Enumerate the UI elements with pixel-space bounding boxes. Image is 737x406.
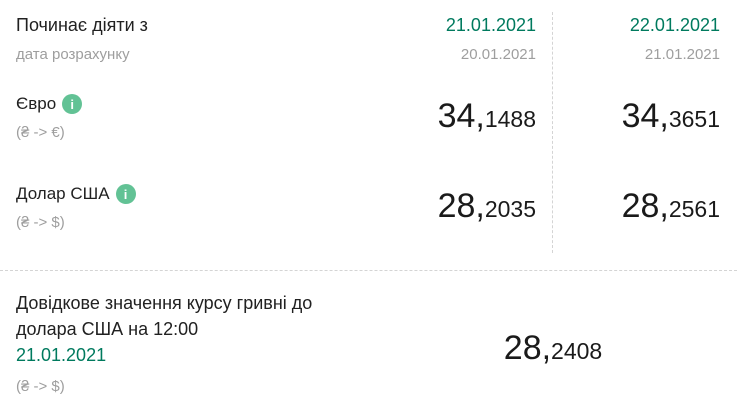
- rate-frac: 2035: [484, 196, 536, 222]
- usd-rate-col2: 28,2561: [552, 187, 720, 225]
- date-column-2: 22.01.2021 21.01.2021: [552, 14, 720, 65]
- reference-rate-value: 28,2408: [369, 329, 737, 367]
- reference-label-line1: Довідкове значення курсу гривні до: [16, 293, 313, 313]
- currency-name: Долар США: [16, 184, 110, 203]
- rate-frac: 1488: [484, 106, 536, 132]
- effective-date: 22.01.2021: [629, 15, 720, 35]
- info-icon[interactable]: i: [62, 94, 83, 114]
- currency-pair-label: (₴ -> $): [16, 214, 65, 231]
- rate-int: 34,: [621, 97, 669, 135]
- rate-int: 28,: [621, 187, 669, 225]
- euro-rate-col1: 34,1488: [352, 97, 536, 135]
- info-icon[interactable]: i: [115, 184, 136, 204]
- reference-date: 21.01.2021: [16, 345, 107, 365]
- reference-label-line2: долара США на 12:00: [16, 319, 199, 339]
- calculation-date: 20.01.2021: [460, 46, 536, 63]
- effective-from-title: Починає діяти з: [16, 15, 148, 35]
- date-column-1: 21.01.2021 20.01.2021: [352, 14, 536, 65]
- rate-int: 34,: [437, 97, 485, 135]
- euro-rate-col2: 34,3651: [552, 97, 720, 135]
- currency-pair-label: (₴ -> €): [16, 124, 65, 141]
- rate-frac: 2561: [668, 196, 720, 222]
- reference-rate-block: Довідкове значення курсу гривні до долар…: [16, 290, 312, 396]
- rates-header: Починає діяти з дата розрахунку: [16, 14, 148, 65]
- rate-frac: 3651: [668, 106, 720, 132]
- rate-frac: 2408: [551, 338, 603, 364]
- currency-row-euro: Євро i (₴ -> €): [16, 94, 83, 142]
- calculation-date: 21.01.2021: [644, 46, 720, 63]
- currency-row-usd: Долар США i (₴ -> $): [16, 184, 136, 232]
- rate-int: 28,: [437, 187, 485, 225]
- vertical-dashed-divider: [552, 12, 553, 253]
- currency-pair-label: (₴ -> $): [16, 378, 65, 395]
- rate-int: 28,: [503, 329, 552, 367]
- effective-date: 21.01.2021: [445, 15, 536, 35]
- usd-rate-col1: 28,2035: [352, 187, 536, 225]
- currency-name: Євро: [16, 94, 57, 113]
- calculation-date-subtitle: дата розрахунку: [16, 46, 130, 63]
- horizontal-dashed-divider: [0, 270, 737, 271]
